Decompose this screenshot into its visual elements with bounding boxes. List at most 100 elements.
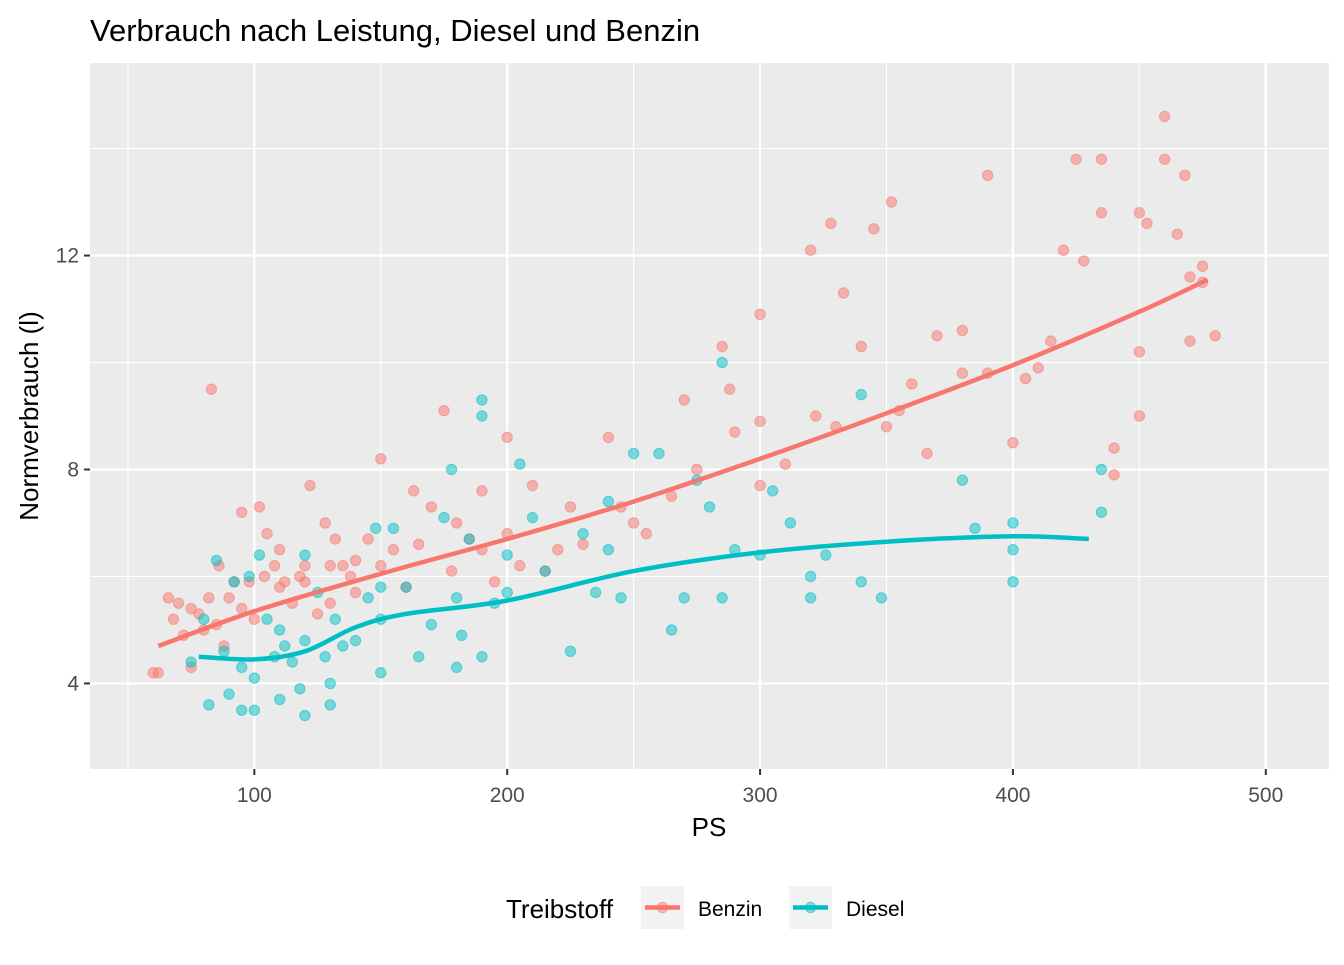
point-benzin — [1141, 217, 1153, 230]
point-diesel — [450, 592, 463, 604]
point-benzin — [1057, 244, 1070, 256]
point-benzin — [268, 560, 281, 572]
point-diesel — [716, 592, 728, 604]
point-benzin — [1108, 442, 1120, 454]
point-diesel — [324, 677, 336, 690]
point-benzin — [1158, 153, 1171, 165]
point-diesel — [653, 447, 665, 460]
point-benzin — [438, 404, 450, 417]
legend-key-point — [804, 901, 817, 914]
point-diesel — [969, 522, 981, 535]
point-benzin — [304, 479, 316, 492]
point-diesel — [627, 447, 640, 460]
point-benzin — [1070, 153, 1082, 165]
point-diesel — [253, 549, 266, 561]
point-benzin — [1032, 362, 1044, 374]
point-benzin — [223, 592, 235, 604]
point-benzin — [337, 560, 349, 572]
point-benzin — [407, 485, 420, 497]
point-benzin — [299, 576, 311, 588]
trend-layer — [157, 277, 1209, 662]
point-benzin — [885, 196, 898, 208]
point-diesel — [299, 709, 311, 722]
point-benzin — [261, 527, 273, 540]
point-diesel — [236, 661, 248, 674]
point-benzin — [1196, 260, 1209, 272]
y-tick-label: 12 — [56, 245, 79, 268]
point-diesel — [375, 667, 387, 679]
point-benzin — [729, 426, 741, 438]
point-diesel — [514, 458, 526, 470]
point-benzin — [956, 367, 969, 379]
point-benzin — [387, 544, 400, 556]
point-benzin — [1184, 335, 1196, 347]
point-diesel — [210, 554, 223, 567]
point-benzin — [779, 458, 792, 470]
point-benzin — [640, 527, 652, 540]
point-benzin — [1078, 255, 1090, 267]
point-benzin — [425, 501, 438, 513]
point-diesel — [286, 656, 298, 668]
point-diesel — [273, 624, 286, 636]
point-benzin — [526, 479, 539, 492]
point-diesel — [445, 463, 458, 476]
point-benzin — [956, 324, 969, 337]
point-diesel — [577, 527, 589, 540]
point-diesel — [463, 533, 475, 545]
point-benzin — [476, 485, 488, 497]
point-benzin — [602, 431, 615, 444]
point-diesel — [243, 570, 256, 583]
point-diesel — [185, 656, 197, 668]
point-diesel — [1095, 463, 1108, 476]
point-benzin — [413, 538, 425, 551]
point-diesel — [400, 581, 412, 593]
point-benzin — [167, 613, 180, 625]
point-diesel — [703, 501, 716, 513]
point-benzin — [716, 340, 728, 353]
point-benzin — [880, 420, 893, 433]
point-benzin — [1179, 169, 1191, 182]
point-benzin — [311, 608, 324, 620]
trend-line-benzin — [157, 277, 1209, 649]
point-benzin — [273, 544, 286, 556]
point-benzin — [514, 560, 526, 572]
point-diesel — [501, 586, 513, 599]
point-diesel — [1007, 544, 1019, 556]
y-axis: 4 8 12 — [56, 245, 90, 695]
point-benzin — [299, 560, 311, 572]
point-benzin — [1184, 271, 1196, 283]
point-diesel — [223, 688, 235, 700]
point-diesel — [450, 661, 463, 674]
legend: Treibstoff Benzin Diesel — [506, 886, 904, 929]
point-diesel — [476, 394, 488, 406]
point-diesel — [387, 522, 400, 535]
point-benzin — [1095, 207, 1108, 219]
point-diesel — [228, 576, 240, 588]
point-diesel — [665, 624, 678, 636]
point-benzin — [724, 383, 736, 395]
point-diesel — [784, 517, 797, 529]
legend-entries: Benzin Diesel — [641, 886, 904, 929]
point-diesel — [767, 485, 779, 497]
point-diesel — [329, 613, 341, 625]
point-benzin — [450, 517, 463, 529]
point-benzin — [627, 517, 640, 529]
point-benzin — [1133, 410, 1146, 422]
point-diesel — [590, 586, 602, 599]
point-benzin — [1019, 372, 1032, 385]
point-diesel — [248, 672, 261, 684]
point-diesel — [602, 544, 615, 556]
point-diesel — [501, 549, 513, 561]
trend-line-diesel — [198, 534, 1089, 662]
legend-title: Treibstoff — [506, 894, 614, 924]
point-benzin — [577, 538, 589, 551]
point-benzin — [868, 223, 880, 235]
point-benzin — [564, 501, 577, 513]
point-diesel — [820, 549, 832, 561]
point-benzin — [754, 415, 766, 428]
point-diesel — [615, 592, 627, 604]
point-benzin — [324, 597, 336, 609]
point-benzin — [445, 565, 458, 577]
point-benzin — [678, 394, 690, 406]
point-benzin — [248, 613, 261, 625]
